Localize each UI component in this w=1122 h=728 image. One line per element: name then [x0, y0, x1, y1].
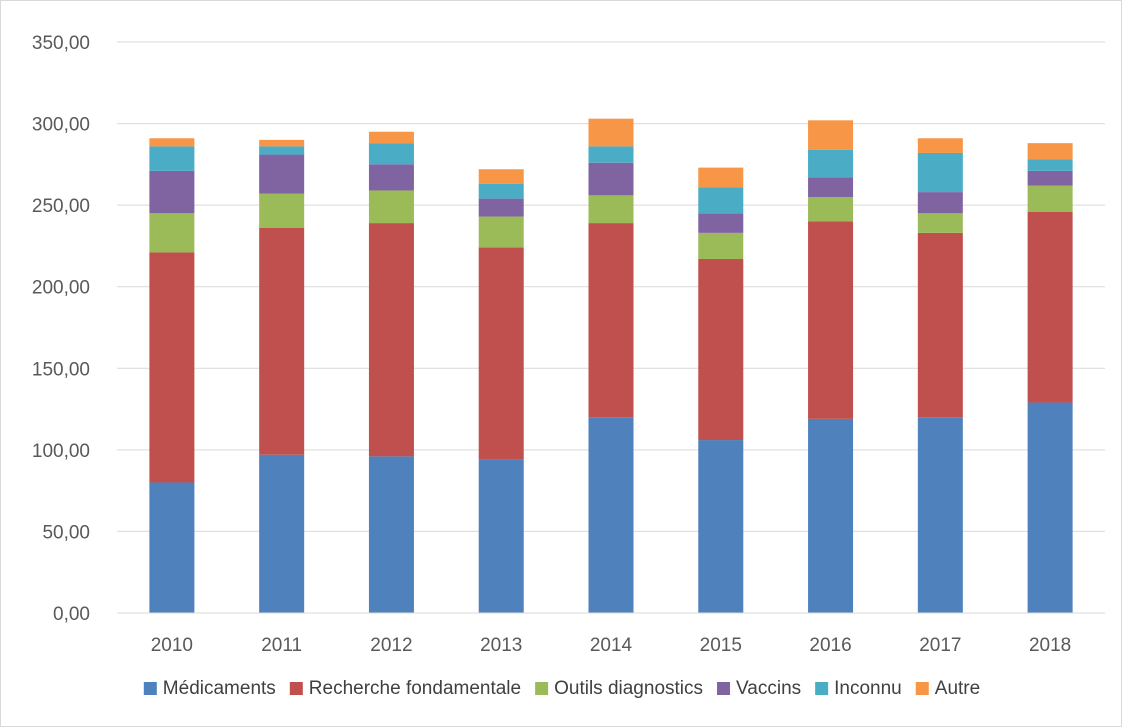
- bar-segment-2018-1: [1027, 211, 1073, 403]
- legend-item: Inconnu: [815, 678, 902, 699]
- legend-label: Médicaments: [163, 678, 276, 699]
- y-tick-label: 200,00: [32, 278, 90, 299]
- y-tick-label: 350,00: [32, 33, 90, 54]
- bar-segment-2010-3: [149, 170, 195, 214]
- x-tick-label: 2012: [370, 635, 412, 656]
- bar-segment-2015-0: [698, 440, 744, 613]
- bar-segment-2016-4: [808, 149, 854, 178]
- x-tick-label: 2016: [809, 635, 851, 656]
- x-tick-label: 2018: [1029, 635, 1071, 656]
- bar-segment-2010-4: [149, 146, 195, 171]
- bar-segment-2015-3: [698, 213, 744, 233]
- bar-segment-2014-5: [588, 118, 634, 147]
- bar-segment-2012-2: [368, 190, 414, 224]
- legend-item: Vaccins: [717, 678, 801, 699]
- legend-label: Autre: [935, 678, 980, 699]
- y-tick-label: 0,00: [53, 604, 90, 625]
- bar-segment-2011-0: [259, 454, 305, 613]
- bar-segment-2018-4: [1027, 159, 1073, 171]
- legend-label: Vaccins: [736, 678, 801, 699]
- bar-segment-2017-1: [917, 232, 963, 418]
- bar-segment-2017-4: [917, 152, 963, 193]
- bar-segment-2011-5: [259, 139, 305, 147]
- legend-swatch: [289, 682, 303, 695]
- bar-segment-2016-5: [808, 120, 854, 150]
- x-tick-label: 2015: [700, 635, 742, 656]
- x-tick-label: 2011: [261, 635, 302, 656]
- bar-segment-2012-4: [368, 143, 414, 165]
- legend-swatch: [915, 682, 929, 695]
- bar-segment-2014-4: [588, 146, 634, 163]
- legend-item: Outils diagnostics: [535, 678, 703, 699]
- bar-segment-2017-0: [917, 417, 963, 613]
- bar-segment-2017-5: [917, 138, 963, 153]
- bar-segment-2014-3: [588, 162, 634, 196]
- bar-segment-2013-3: [478, 198, 524, 217]
- bar-segment-2016-3: [808, 177, 854, 197]
- bar-segment-2014-1: [588, 223, 634, 418]
- x-tick-label: 2013: [480, 635, 522, 656]
- legend: Médicaments Recherche fondamentale Outils …: [143, 678, 980, 699]
- y-tick-label: 150,00: [32, 359, 90, 380]
- bar-segment-2011-2: [259, 193, 305, 228]
- bar-segment-2018-5: [1027, 143, 1073, 160]
- bars: [149, 118, 1073, 613]
- legend-swatch: [535, 682, 549, 695]
- bar-segment-2016-0: [808, 418, 854, 613]
- bar-segment-2012-1: [368, 223, 414, 457]
- bar-segment-2012-3: [368, 164, 414, 191]
- y-axis-tick-labels: 0,00 50,00 100,00 150,00 200,00 250,00 300,00 3…: [32, 33, 90, 625]
- bar-segment-2011-4: [259, 146, 305, 155]
- y-tick-label: 50,00: [42, 522, 90, 543]
- legend-label: Outils diagnostics: [554, 678, 703, 699]
- bar-segment-2018-3: [1027, 170, 1073, 186]
- bar-segment-2016-1: [808, 221, 854, 419]
- bar-segment-2010-2: [149, 213, 195, 253]
- legend-item: Recherche fondamentale: [289, 678, 521, 699]
- bar-segment-2011-1: [259, 227, 305, 455]
- bar-segment-2013-2: [478, 216, 524, 248]
- bar-segment-2014-0: [588, 417, 634, 613]
- bar-segment-2014-2: [588, 195, 634, 224]
- bar-segment-2010-5: [149, 138, 195, 147]
- legend-label: Inconnu: [834, 678, 902, 699]
- bar-segment-2013-4: [478, 183, 524, 199]
- x-tick-label: 2010: [151, 635, 193, 656]
- bar-segment-2012-0: [368, 456, 414, 613]
- bar-segment-2015-1: [698, 258, 744, 441]
- bar-segment-2015-4: [698, 187, 744, 214]
- legend-swatch: [717, 682, 731, 695]
- x-tick-label: 2017: [919, 635, 961, 656]
- bar-segment-2017-3: [917, 192, 963, 214]
- bar-segment-2011-3: [259, 154, 305, 194]
- bar-segment-2015-5: [698, 167, 744, 188]
- bar-segment-2017-2: [917, 213, 963, 233]
- legend-item: Médicaments: [143, 678, 276, 699]
- bar-segment-2013-5: [478, 169, 524, 184]
- x-tick-label: 2014: [590, 635, 633, 656]
- bar-segment-2013-1: [478, 247, 524, 460]
- bar-segment-2018-2: [1027, 185, 1073, 212]
- y-tick-label: 300,00: [32, 115, 90, 136]
- x-axis-tick-labels: 2010 2011 2012 2013 2014 2015 2016 2017 2018: [151, 635, 1072, 656]
- legend-label: Recherche fondamentale: [309, 678, 521, 699]
- y-tick-label: 250,00: [32, 196, 90, 217]
- legend-swatch: [815, 682, 829, 695]
- legend-item: Autre: [915, 678, 980, 699]
- legend-swatch: [143, 682, 157, 695]
- bar-segment-2013-0: [478, 459, 524, 613]
- bar-segment-2015-2: [698, 232, 744, 259]
- y-tick-label: 100,00: [32, 441, 90, 462]
- bar-segment-2018-0: [1027, 402, 1073, 613]
- bar-segment-2012-5: [368, 131, 414, 144]
- bar-segment-2016-2: [808, 196, 854, 222]
- bar-segment-2010-1: [149, 252, 195, 483]
- bar-segment-2010-0: [149, 482, 195, 613]
